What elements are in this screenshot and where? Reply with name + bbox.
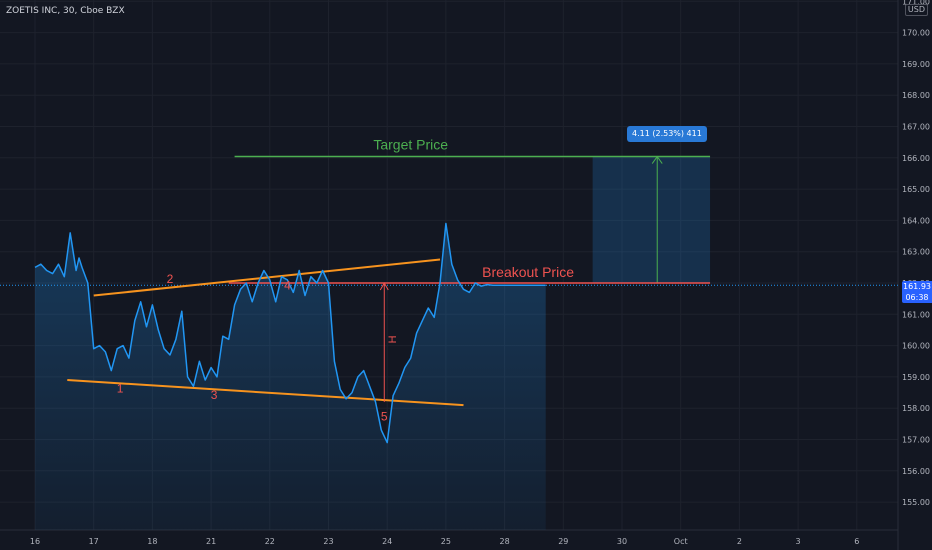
x-tick-label: 2 <box>737 537 742 546</box>
y-tick-label: 169.00 <box>902 60 930 69</box>
x-tick-label: 23 <box>323 537 333 546</box>
x-tick-label: 21 <box>206 537 216 546</box>
pivot-label-4: 4 <box>284 278 291 292</box>
x-tick-label: 28 <box>500 537 510 546</box>
y-tick-label: 167.00 <box>902 123 930 132</box>
x-tick-label: 16 <box>30 537 40 546</box>
y-tick-label: 158.00 <box>902 404 930 413</box>
pivot-label-1: 1 <box>117 382 124 396</box>
x-tick-label: 18 <box>147 537 157 546</box>
target-price-label: Target Price <box>373 137 448 153</box>
upper-trendline <box>93 258 441 297</box>
bar-countdown: 06:38 <box>905 293 929 302</box>
currency-label[interactable]: USD <box>904 4 928 16</box>
y-tick-label: 157.00 <box>902 436 930 445</box>
y-tick-label: 160.00 <box>902 342 930 351</box>
x-tick-label: 6 <box>854 537 859 546</box>
last-price-badge: 161.93 06:38 <box>902 281 932 303</box>
x-tick-label: 29 <box>558 537 568 546</box>
x-tick-label: 17 <box>89 537 99 546</box>
lower-trendline <box>67 379 464 407</box>
price-line <box>34 222 546 444</box>
x-tick-label: 24 <box>382 537 392 546</box>
y-tick-label: 156.00 <box>902 467 930 476</box>
x-tick-label: Oct <box>674 537 688 546</box>
pivot-label-5: 5 <box>381 410 388 424</box>
y-tick-label: 163.00 <box>902 248 930 257</box>
measure-label: 4.11 (2.53%) 411 <box>627 126 707 142</box>
pivot-label-3: 3 <box>211 388 218 402</box>
y-tick-label: 165.00 <box>902 185 930 194</box>
y-tick-label: 155.00 <box>902 498 930 507</box>
x-tick-label: 3 <box>796 537 801 546</box>
height-arrowhead <box>379 281 389 291</box>
y-tick-label: 170.00 <box>902 29 930 38</box>
breakout-price-label: Breakout Price <box>482 264 574 280</box>
height-label: H <box>387 335 399 343</box>
last-price-value: 161.93 <box>903 282 931 291</box>
measure-box <box>592 156 711 283</box>
y-tick-label: 171.00 <box>902 0 930 6</box>
y-tick-label: 166.00 <box>902 154 930 163</box>
price-area <box>35 223 546 530</box>
x-tick-label: 22 <box>265 537 275 546</box>
y-tick-label: 159.00 <box>902 373 930 382</box>
y-tick-label: 164.00 <box>902 216 930 225</box>
pivot-label-2: 2 <box>167 272 174 286</box>
x-tick-label: 25 <box>441 537 451 546</box>
x-tick-label: 30 <box>617 537 627 546</box>
y-tick-label: 161.00 <box>902 310 930 319</box>
y-tick-label: 168.00 <box>902 91 930 100</box>
symbol-header: ZOETIS INC, 30, Cboe BZX <box>6 6 125 16</box>
